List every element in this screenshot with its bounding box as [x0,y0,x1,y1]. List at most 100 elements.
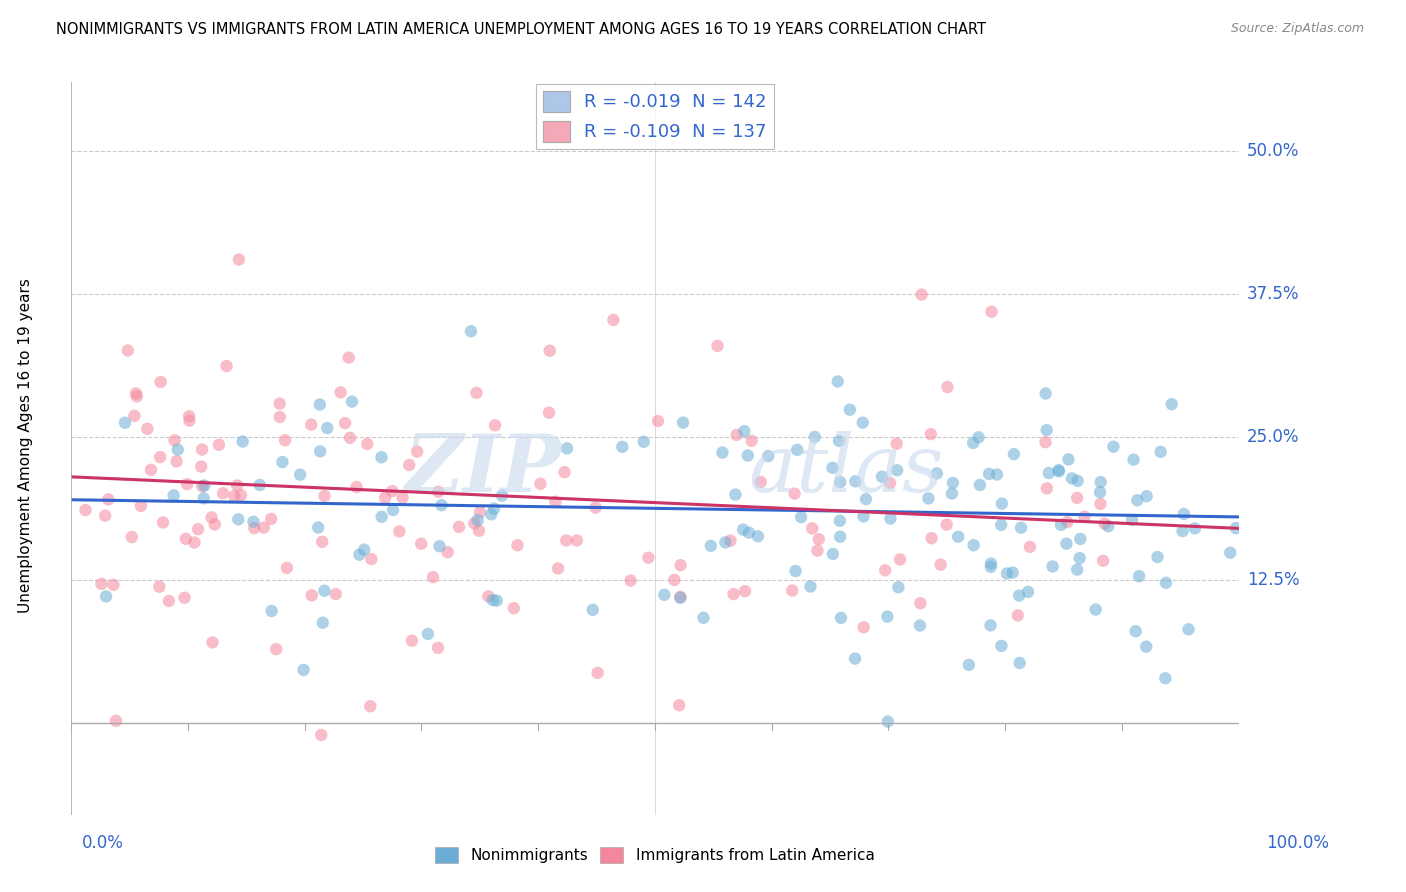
Point [460,324,482,338]
Point [783,486,806,500]
Point [190,459,212,474]
Point [201,635,224,649]
Point [314,583,336,598]
Point [1094,516,1116,531]
Point [725,428,748,442]
Point [416,627,439,641]
Point [212,486,235,500]
Point [801,521,824,535]
Point [340,394,363,409]
Point [672,416,695,430]
Point [741,434,763,448]
Point [157,594,180,608]
Point [910,596,932,610]
Point [941,486,963,500]
Point [97,492,120,507]
Point [1219,546,1241,560]
Point [226,478,249,492]
Point [360,552,382,566]
Point [94,508,117,523]
Point [1035,435,1057,450]
Point [980,304,1002,318]
Point [620,574,643,588]
Point [179,409,201,424]
Point [969,478,991,492]
Point [269,409,291,424]
Point [502,601,524,615]
Point [465,385,488,400]
Point [1102,440,1125,454]
Point [333,416,356,430]
Point [991,497,1014,511]
Point [94,590,117,604]
Point [734,584,756,599]
Point [436,545,458,559]
Point [1066,474,1088,488]
Point [301,588,323,602]
Point [887,580,910,594]
Point [737,449,759,463]
Point [311,534,333,549]
Point [1092,554,1115,568]
Point [356,437,378,451]
Point [1073,509,1095,524]
Point [962,436,984,450]
Point [889,552,911,566]
Point [430,498,453,512]
Point [271,455,294,469]
Point [908,618,931,632]
Point [337,351,360,365]
Point [1122,452,1144,467]
Point [1088,485,1111,500]
Point [780,583,803,598]
Point [124,409,146,423]
Point [668,698,690,713]
Point [852,620,875,634]
Point [790,510,813,524]
Point [555,533,578,548]
Text: ZIP: ZIP [405,432,561,509]
Point [1128,569,1150,583]
Point [756,449,779,463]
Point [314,489,336,503]
Point [125,386,148,401]
Point [349,548,371,562]
Point [242,515,264,529]
Point [957,657,980,672]
Point [125,389,148,403]
Point [1154,671,1177,685]
Point [1017,585,1039,599]
Point [269,396,291,410]
Point [90,577,112,591]
Point [152,516,174,530]
Point [876,714,898,729]
Point [714,535,737,549]
Point [1036,481,1059,495]
Point [830,475,852,489]
Point [406,444,429,458]
Point [1057,452,1080,467]
Point [879,476,901,491]
Point [1050,517,1073,532]
Point [669,591,692,605]
Point [692,611,714,625]
Point [346,480,368,494]
Point [821,460,844,475]
Point [647,414,669,428]
Point [1121,513,1143,527]
Point [482,501,505,516]
Point [929,558,952,572]
Point [855,492,877,507]
Point [491,489,513,503]
Point [370,450,392,465]
Point [582,603,605,617]
Point [179,413,201,427]
Point [1054,537,1077,551]
Point [1035,423,1057,437]
Point [547,561,569,575]
Point [121,530,143,544]
Point [381,484,404,499]
Point [191,442,214,457]
Point [312,615,335,630]
Point [967,430,990,444]
